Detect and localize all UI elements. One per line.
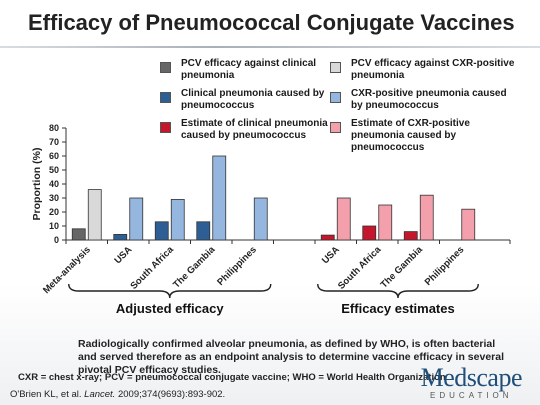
legend-swatch-clin_pc	[160, 92, 171, 103]
legend-swatch-cxr_pc	[330, 92, 341, 103]
x-category-label: The Gambia	[171, 244, 218, 291]
slide-caption: Radiologically confirmed alveolar pneumo…	[78, 338, 505, 376]
legend-label-cxr_pc: CXR-positive pneumonia caused by pneumoc…	[351, 88, 507, 111]
logo-wordmark: Medscape	[420, 363, 523, 392]
y-tick-label: 60	[49, 151, 59, 161]
bar-cxr	[87, 189, 102, 241]
logo-subtitle: EDUCATION	[430, 391, 513, 400]
legend-swatch-est_cxr	[330, 122, 341, 133]
medscape-logo: Medscape EDUCATION	[420, 363, 523, 401]
y-tick-label: 30	[49, 193, 59, 203]
legend-item-est_clin: Estimate of clinical pneumonia caused by…	[160, 118, 351, 142]
bar-est_cxr	[419, 194, 434, 241]
group-brace	[317, 283, 479, 299]
legend-swatch-est_clin	[160, 122, 171, 133]
y-tick-label: 0	[54, 235, 59, 245]
legend-label-cxr: PCV efficacy against CXR-positive pneumo…	[351, 58, 515, 81]
abbreviations-note: CXR = chest x-ray; PCV = pneumococcal co…	[18, 372, 446, 383]
x-category-label: South Africa	[336, 244, 384, 292]
legend-label-clin: PCV efficacy against clinical pneumonia	[181, 58, 317, 81]
x-category-label: USA	[112, 244, 134, 266]
bar-est_clin	[403, 231, 418, 241]
legend-swatch-clin	[160, 62, 171, 73]
x-category-label: South Africa	[128, 244, 176, 292]
citation-journal: Lancet.	[84, 389, 116, 400]
x-category-label: The Gambia	[379, 244, 426, 291]
bar-cxr_pc	[253, 197, 268, 241]
legend-item-cxr: PCV efficacy against CXR-positive pneumo…	[330, 58, 521, 82]
legend-label-est_clin: Estimate of clinical pneumonia caused by…	[181, 118, 328, 141]
legend-item-clin: PCV efficacy against clinical pneumonia	[160, 58, 351, 82]
bar-clin_pc	[154, 221, 169, 241]
legend-item-est_cxr: Estimate of CXR-positive pneumonia cause…	[330, 118, 521, 154]
citation-authors: O'Brien KL, et al.	[10, 389, 82, 400]
slide-title: Efficacy of Pneumococcal Conjugate Vacci…	[28, 10, 515, 35]
bar-cxr_pc	[212, 155, 227, 241]
legend-item-cxr_pc: CXR-positive pneumonia caused by pneumoc…	[330, 88, 521, 112]
bar-clin	[71, 228, 86, 241]
y-tick-label: 80	[49, 123, 59, 133]
bar-est_cxr	[378, 204, 393, 241]
bar-clin_pc	[196, 221, 211, 241]
bar-est_cxr	[461, 208, 476, 241]
y-tick-label: 10	[49, 221, 59, 231]
x-category-label: Philippines	[423, 244, 467, 288]
group-label: Adjusted efficacy	[116, 301, 224, 316]
y-tick-label: 40	[49, 179, 59, 189]
legend-label-clin_pc: Clinical pneumonia caused by pneumococcu…	[181, 88, 325, 111]
y-axis-label: Proportion (%)	[31, 148, 43, 221]
bar-cxr_pc	[129, 197, 144, 241]
legend-swatch-cxr	[330, 62, 341, 73]
group-label: Efficacy estimates	[341, 301, 454, 316]
x-category-label: Philippines	[215, 244, 259, 288]
title-divider	[0, 46, 540, 48]
bar-est_clin	[362, 225, 377, 241]
group-brace	[68, 283, 272, 299]
citation: O'Brien KL, et al. Lancet. 2009;374(9693…	[10, 389, 225, 400]
bar-est_clin	[320, 234, 335, 241]
x-category-label: Meta-analysis	[41, 244, 93, 296]
y-tick-label: 70	[49, 137, 59, 147]
legend-label-est_cxr: Estimate of CXR-positive pneumonia cause…	[351, 118, 470, 153]
bar-chart: 0 10 20 30 40 50 60 70 80 Proportion (%) Meta-anal…	[31, 123, 511, 316]
bar-cxr_pc	[170, 198, 185, 241]
bar-clin_pc	[113, 233, 128, 241]
citation-details: 2009;374(9693):893-902.	[117, 389, 226, 400]
legend-item-clin_pc: Clinical pneumonia caused by pneumococcu…	[160, 88, 351, 112]
x-category-label: USA	[320, 244, 342, 266]
y-tick-label: 20	[49, 207, 59, 217]
bar-est_cxr	[336, 197, 351, 241]
y-tick-label: 50	[49, 165, 59, 175]
